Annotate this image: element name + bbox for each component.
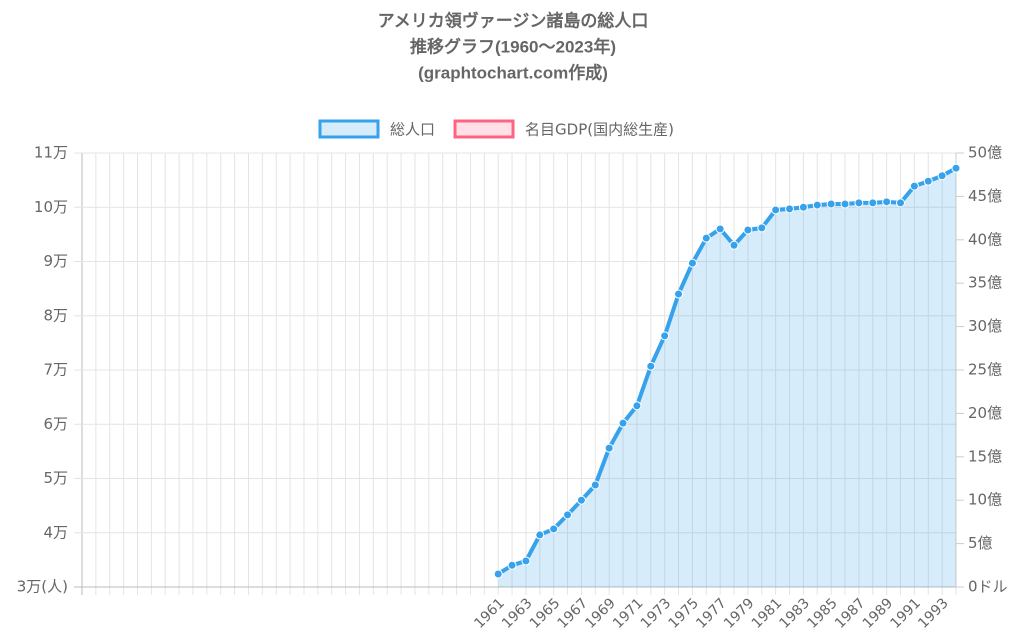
y-tick-label: 11万: [34, 144, 68, 162]
y2-tick-label: 15億: [968, 447, 1002, 465]
y-tick-label: 9万: [43, 252, 68, 270]
y2-tick-label: 10億: [968, 491, 1002, 509]
point: [604, 443, 614, 453]
chart-title: アメリカ領ヴァージン諸島の総人口: [378, 10, 649, 30]
x-tick-label: 1983: [777, 595, 814, 632]
point: [507, 560, 517, 570]
y2-tick-label: 35億: [968, 274, 1002, 292]
x-tick-label: 1981: [749, 595, 786, 632]
y-tick-label: 7万: [43, 361, 68, 379]
x-tick-label: 1993: [915, 595, 952, 632]
y-tick-label: 4万: [43, 523, 68, 541]
point: [909, 181, 919, 191]
point: [535, 530, 545, 540]
y-tick-label: 6万: [43, 415, 68, 433]
point: [493, 569, 503, 579]
chart-title: (graphtochart.com作成): [418, 62, 608, 82]
point: [757, 223, 767, 233]
x-tick-label: 1975: [666, 595, 703, 632]
x-tick-label: 1971: [610, 595, 647, 632]
point: [840, 199, 850, 209]
point: [729, 240, 739, 250]
x-tick-label: 1961: [471, 595, 508, 632]
x-tick-label: 1977: [693, 595, 730, 632]
y-tick-label: 8万: [43, 306, 68, 324]
point: [785, 204, 795, 214]
point: [896, 198, 906, 208]
x-tick-label: 1991: [888, 595, 925, 632]
point: [826, 199, 836, 209]
x-tick-label: 1985: [804, 595, 841, 632]
point: [798, 202, 808, 212]
x-tick-label: 1979: [721, 595, 758, 632]
y2-tick-label: 25億: [968, 361, 1002, 379]
x-tick-label: 1965: [527, 595, 564, 632]
y2-tick-label: 45億: [968, 187, 1002, 205]
point: [646, 361, 656, 371]
x-tick-label: 1969: [582, 595, 619, 632]
legend-swatch: [453, 119, 515, 139]
x-tick-label: 1967: [555, 595, 592, 632]
chart-title: 推移グラフ(1960〜2023年): [410, 36, 616, 56]
legend-swatch: [318, 119, 380, 139]
point: [923, 176, 933, 186]
y2-tick-label: 50億: [968, 144, 1002, 162]
point: [590, 480, 600, 490]
point: [563, 510, 573, 520]
y2-tick-label: 5億: [968, 534, 993, 552]
legend-label: 総人口: [390, 121, 435, 139]
x-tick-label: 1973: [638, 595, 675, 632]
point: [687, 258, 697, 268]
point: [660, 331, 670, 341]
y2-tick-label: 0ドル: [968, 578, 1008, 596]
x-tick-label: 1989: [860, 595, 897, 632]
point: [701, 233, 711, 243]
x-tick-label: 1987: [832, 595, 869, 632]
point: [743, 225, 753, 235]
point: [812, 200, 822, 210]
y2-tick-label: 30億: [968, 317, 1002, 335]
point: [521, 556, 531, 566]
y2-tick-label: 40億: [968, 230, 1002, 248]
point: [882, 197, 892, 207]
point: [854, 198, 864, 208]
point: [674, 289, 684, 299]
x-tick-label: 1963: [499, 595, 536, 632]
point: [951, 163, 961, 173]
point: [549, 524, 559, 534]
point: [576, 495, 586, 505]
point: [715, 224, 725, 234]
legend-label: 名目GDP(国内総生産): [525, 121, 674, 139]
y-tick-label: 3万(人): [17, 578, 68, 596]
point: [937, 171, 947, 181]
point: [618, 418, 628, 428]
point: [868, 198, 878, 208]
point: [632, 401, 642, 411]
area: [498, 168, 956, 587]
y-tick-label: 10万: [34, 198, 68, 216]
y-tick-label: 5万: [43, 469, 68, 487]
y2-tick-label: 20億: [968, 404, 1002, 422]
point: [771, 205, 781, 215]
line: [497, 166, 957, 576]
